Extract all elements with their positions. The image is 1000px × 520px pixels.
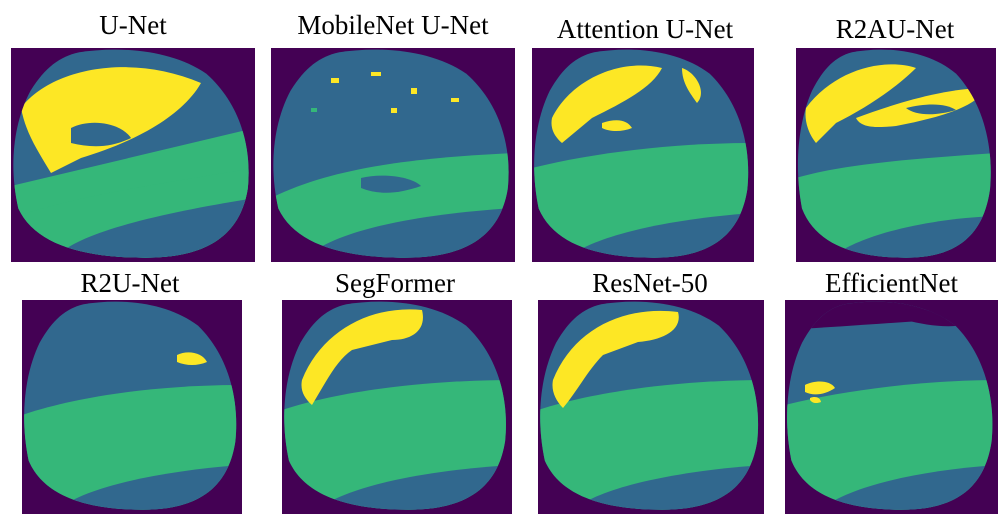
panel-title: U-Net — [99, 10, 167, 40]
panel-r2au-net: R2AU-Net — [790, 10, 1000, 262]
panel-title: R2U-Net — [80, 268, 180, 298]
segmentation-image — [532, 48, 754, 262]
panel-resnet-50: ResNet-50 — [530, 268, 770, 520]
panel-title: MobileNet U-Net — [297, 10, 489, 40]
panel-title: ResNet-50 — [592, 268, 708, 298]
panel-efficientnet: EfficientNet — [783, 268, 1000, 520]
segmentation-image — [796, 48, 996, 262]
panel-title: EfficientNet — [825, 268, 958, 298]
panel-unet: U-Net — [8, 10, 258, 262]
panel-title: SegFormer — [335, 268, 455, 298]
segmentation-image — [271, 48, 515, 262]
panel-attention-unet: Attention U-Net — [530, 10, 760, 262]
segmentation-image — [11, 48, 255, 262]
panel-segformer: SegFormer — [270, 268, 520, 520]
panel-r2u-net: R2U-Net — [10, 268, 250, 520]
segmentation-image — [282, 300, 512, 514]
panel-mobilenet-unet: MobileNet U-Net — [268, 10, 518, 262]
panel-title: R2AU-Net — [835, 14, 955, 44]
segmentation-image — [538, 300, 764, 514]
panel-title: Attention U-Net — [556, 14, 734, 44]
segmentation-image — [785, 300, 998, 514]
segmentation-image — [22, 300, 242, 514]
